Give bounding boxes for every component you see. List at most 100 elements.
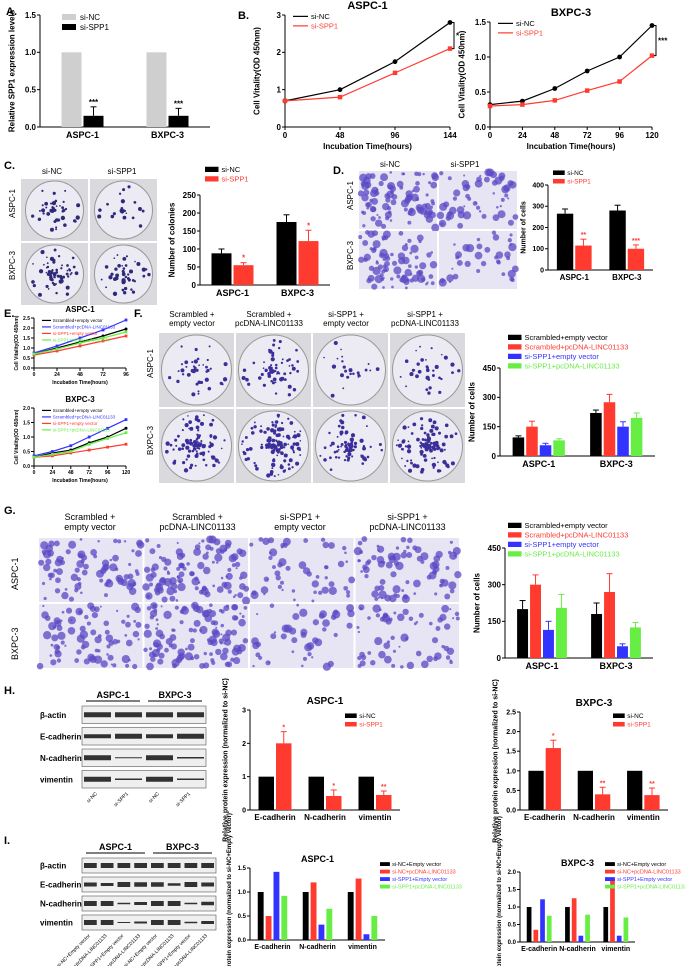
cell (387, 184, 393, 190)
colony (335, 450, 339, 453)
legend-swatch (553, 178, 565, 184)
cell (266, 578, 269, 581)
blot-band (100, 901, 114, 906)
cell (501, 272, 506, 277)
colony (241, 443, 243, 445)
blot-band (115, 712, 142, 718)
colony (247, 382, 251, 386)
cell (376, 213, 379, 216)
colony (62, 200, 65, 203)
colony (197, 392, 200, 395)
legend-label: si-SPP1 (627, 722, 651, 729)
colony (407, 444, 411, 448)
cell (50, 659, 57, 666)
cell (370, 189, 378, 198)
blot-band (167, 883, 181, 886)
significance-mark: *** (658, 37, 668, 46)
cell (405, 190, 413, 198)
colony (200, 440, 203, 443)
cell (390, 571, 397, 578)
x-tick-label: E-cadherin (524, 813, 565, 822)
cell (448, 581, 457, 590)
cell (318, 612, 325, 619)
colony (288, 365, 291, 367)
bar (565, 907, 570, 942)
cell (404, 286, 408, 290)
colony (186, 454, 191, 458)
blot-band (201, 863, 214, 868)
cell (412, 545, 418, 551)
cell (125, 621, 131, 628)
cell (163, 566, 168, 571)
cell (49, 654, 53, 657)
x-tick-label: ASPC-1 (216, 288, 249, 298)
blot-strip (81, 876, 217, 893)
colony (195, 415, 199, 419)
cell (327, 660, 334, 668)
data-point (69, 444, 73, 448)
cell (174, 605, 179, 610)
y-tick-label: 0.5 (508, 923, 517, 929)
colony (195, 382, 199, 386)
colony (369, 369, 372, 372)
colony (444, 434, 449, 439)
colony (288, 358, 291, 361)
legend-swatch (62, 24, 76, 30)
cell (120, 578, 128, 587)
colony (254, 464, 258, 468)
data-point (124, 318, 128, 322)
cell (497, 210, 506, 219)
c-row-bxpc3: BXPC-3 (8, 251, 17, 280)
colony (32, 263, 34, 265)
colony (280, 361, 284, 365)
blot-svg: ASPC-1 BXPC-3β-actinE-cadherinN-cadherinv… (40, 842, 217, 966)
colony (53, 248, 57, 252)
c-caption-si-nc: si-NC (42, 167, 62, 176)
colony (348, 447, 354, 453)
colony (134, 260, 136, 263)
cell (49, 572, 55, 579)
cell (161, 596, 168, 603)
cell (366, 201, 372, 208)
cell (418, 612, 424, 618)
cell (198, 589, 204, 595)
cell (282, 542, 288, 548)
colony (183, 468, 189, 473)
blot-band (184, 882, 198, 887)
legend-swatch (380, 877, 390, 881)
cell (391, 663, 396, 668)
chart-title: BXPC-3 (551, 7, 591, 19)
cell (444, 623, 451, 630)
colony (202, 445, 205, 449)
colony (401, 439, 406, 444)
colony (450, 461, 455, 466)
colony (69, 273, 72, 276)
cell (68, 540, 77, 549)
cell (52, 625, 57, 629)
cell (209, 652, 213, 656)
cell (363, 189, 370, 196)
legend-label: si-NC+pcDNA-LINC01133 (617, 870, 681, 876)
colony (38, 269, 44, 274)
x-tick-label: 72 (583, 131, 592, 140)
legend-swatch (62, 14, 76, 20)
colony (45, 206, 48, 209)
legend-label: si-SPP1+Empty vector (617, 877, 672, 883)
bar (630, 417, 643, 456)
y-axis-label: Cell Vitality(OD 450nm) (457, 30, 466, 118)
cell (292, 613, 300, 621)
cell (371, 554, 377, 561)
colony (205, 464, 208, 467)
colony (336, 357, 339, 360)
colony (287, 443, 290, 446)
y-tick-label: 2.0 (506, 729, 516, 736)
cell (507, 238, 512, 243)
data-point (552, 98, 558, 103)
y-tick-label: 0.0 (506, 807, 516, 814)
cell (220, 576, 224, 580)
cell (79, 538, 83, 541)
colony (122, 215, 127, 220)
colony (339, 432, 343, 436)
cell (362, 224, 366, 228)
